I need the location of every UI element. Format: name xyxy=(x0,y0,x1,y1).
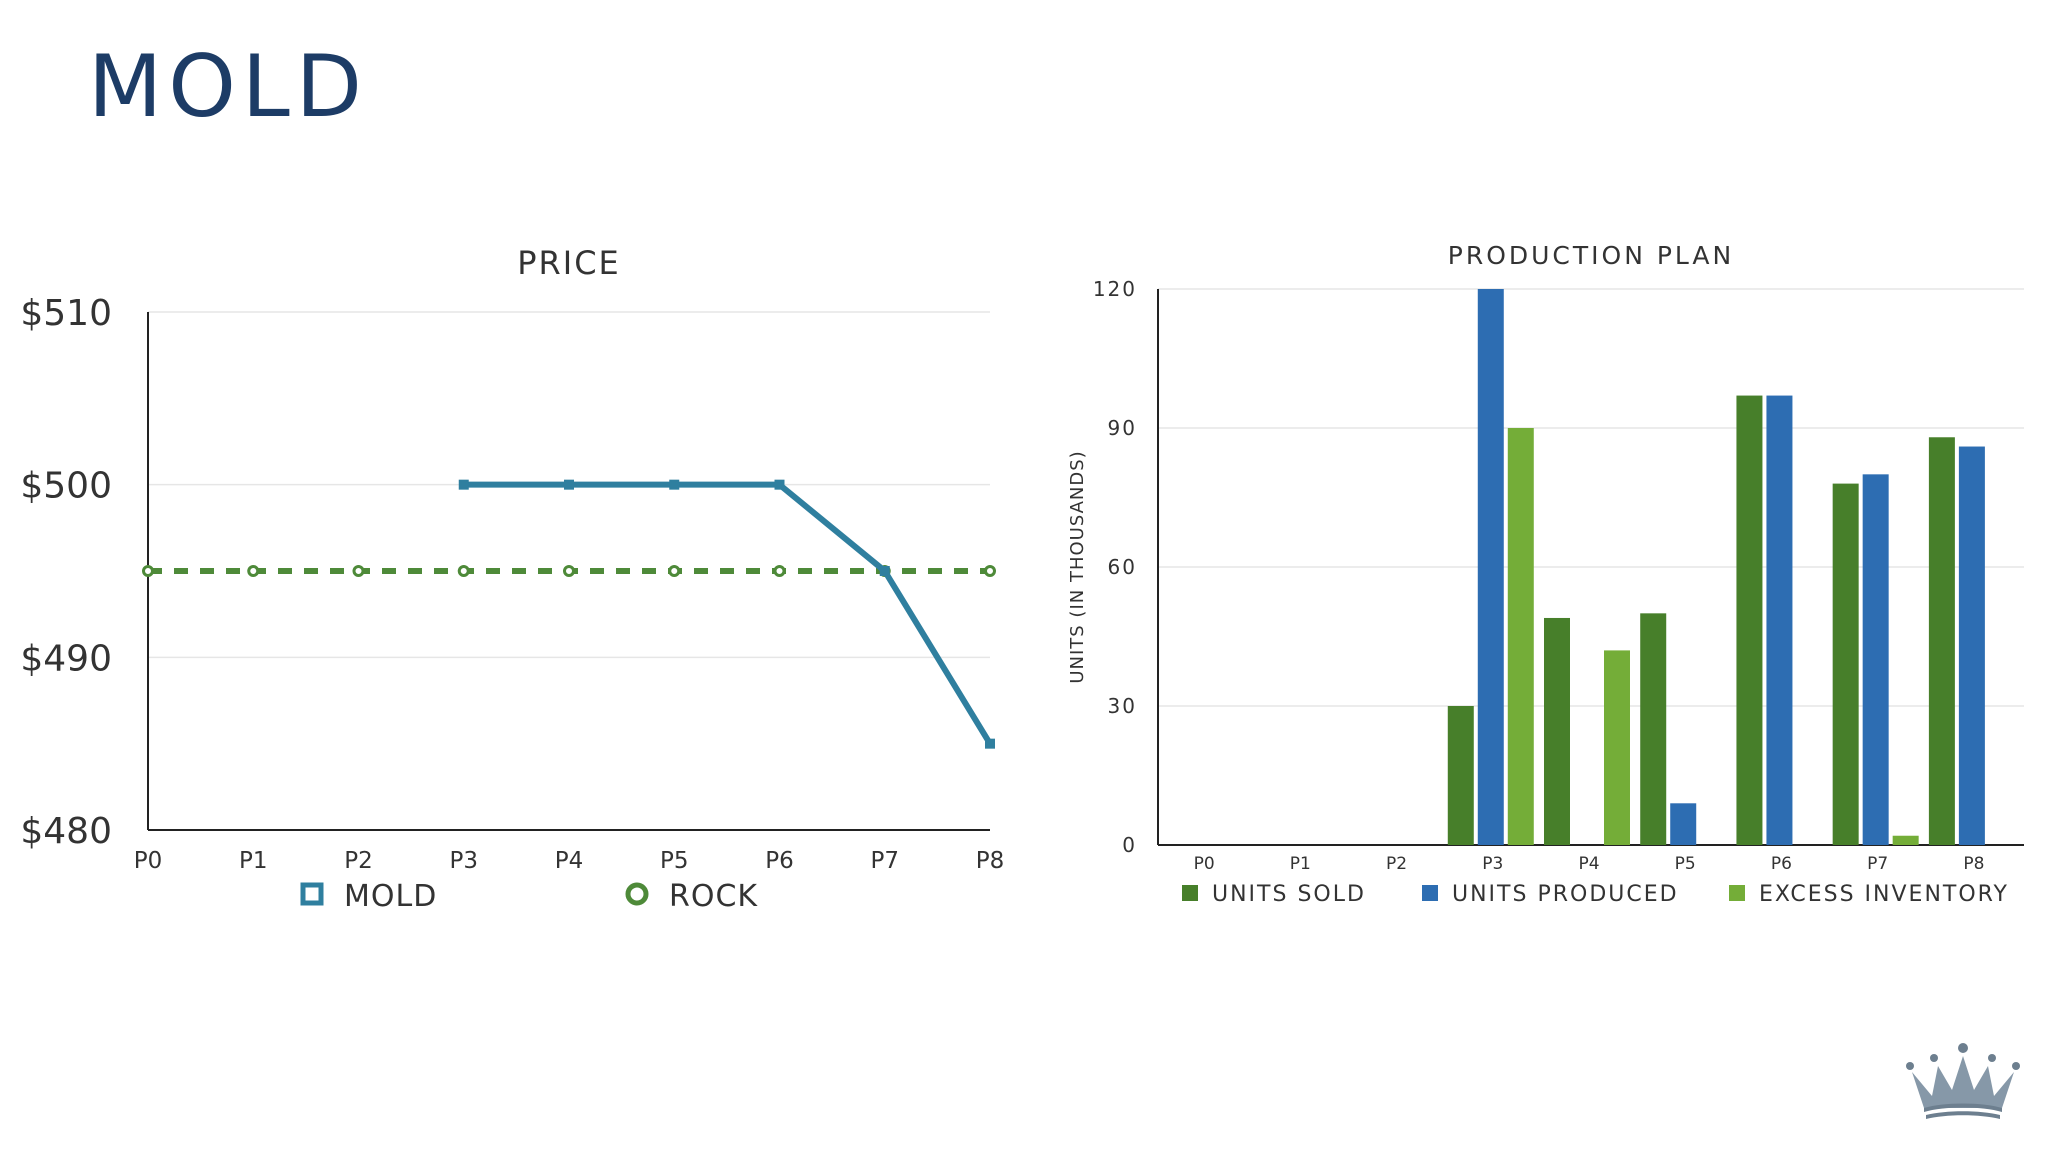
y-tick-label: 120 xyxy=(1093,277,1137,301)
bar-excess-inventory xyxy=(1507,428,1534,845)
y-axis-label: UNITS (IN THOUSANDS) xyxy=(1067,450,1088,683)
x-tick-label: P7 xyxy=(1867,854,1888,874)
bar-units-sold xyxy=(1736,395,1763,845)
y-tick-label: $510 xyxy=(20,293,112,334)
bar-units-sold xyxy=(1640,613,1667,845)
price-chart: PRICE $480 $490 $500 $510 P0 P1 P2 P3 P4 P5 P6 P7 P8 M… xyxy=(20,244,1004,914)
bar-units-produced xyxy=(1958,446,1985,845)
data-point-rock xyxy=(457,565,470,577)
x-tick-label: P8 xyxy=(1963,854,1984,874)
data-point-rock xyxy=(668,565,681,577)
bar-units-produced xyxy=(1766,395,1793,845)
legend-swatch-units-sold xyxy=(1182,885,1198,901)
y-tick-label: $500 xyxy=(20,466,112,507)
y-tick-label: 0 xyxy=(1122,833,1137,857)
data-point-rock xyxy=(247,565,260,577)
bar-units-sold xyxy=(1447,706,1474,845)
crown-icon xyxy=(1906,1043,2020,1119)
data-point-rock xyxy=(563,565,575,577)
x-tick-label: P5 xyxy=(660,848,689,874)
x-tick-label: P4 xyxy=(555,848,584,874)
y-tick-label: $480 xyxy=(20,811,112,852)
bar-units-sold xyxy=(1832,483,1859,845)
data-point-mold xyxy=(985,738,995,749)
page-title: MOLD xyxy=(88,37,369,137)
legend-marker-rock xyxy=(625,882,649,906)
data-point-mold xyxy=(879,566,890,576)
data-point-rock xyxy=(984,565,996,577)
price-chart-title: PRICE xyxy=(517,244,621,282)
legend-label: MOLD xyxy=(344,879,437,914)
legend-label: UNITS PRODUCED xyxy=(1452,882,1679,907)
bar-units-produced xyxy=(1862,474,1889,845)
series-line-mold xyxy=(463,481,993,746)
data-point-rock xyxy=(142,565,154,577)
x-tick-label: P3 xyxy=(449,848,478,874)
x-tick-label: P4 xyxy=(1578,854,1599,874)
x-tick-label: P1 xyxy=(239,848,268,874)
y-tick-label: $490 xyxy=(20,638,112,679)
y-tick-label: 60 xyxy=(1108,555,1137,579)
data-point-mold xyxy=(774,479,785,490)
legend-swatch-excess-inventory xyxy=(1729,885,1745,901)
data-point-rock xyxy=(773,565,786,577)
data-point-mold xyxy=(669,479,680,490)
x-tick-label: P2 xyxy=(344,848,373,874)
x-tick-label: P3 xyxy=(1482,854,1503,874)
data-point-mold xyxy=(564,479,574,490)
bar-excess-inventory xyxy=(1892,835,1919,845)
x-tick-label: P2 xyxy=(1386,854,1407,874)
bar-units-produced xyxy=(1477,289,1504,845)
bar-units-sold xyxy=(1928,437,1955,845)
x-tick-label: P0 xyxy=(1194,854,1215,874)
data-point-mold xyxy=(458,479,469,490)
legend-marker-mold xyxy=(300,882,324,906)
production-plan-chart: PRODUCTION PLAN 0 30 60 90 120 UNITS (IN THOUS… xyxy=(1067,241,2024,907)
legend-label: EXCESS INVENTORY xyxy=(1759,882,2009,907)
x-tick-label: P1 xyxy=(1290,854,1311,874)
bar-excess-inventory xyxy=(1604,650,1630,845)
legend-label: UNITS SOLD xyxy=(1212,882,1366,907)
x-tick-label: P8 xyxy=(976,848,1005,874)
legend-label: ROCK xyxy=(669,879,758,914)
x-tick-label: P6 xyxy=(1771,854,1792,874)
x-tick-label: P0 xyxy=(134,848,163,874)
bar-units-produced xyxy=(1670,803,1697,845)
bar-units-sold xyxy=(1544,617,1570,845)
data-point-rock xyxy=(352,565,365,577)
x-tick-label: P6 xyxy=(765,848,794,874)
x-tick-label: P7 xyxy=(870,848,899,874)
y-tick-label: 90 xyxy=(1108,416,1137,440)
legend-swatch-units-produced xyxy=(1422,885,1438,901)
y-tick-label: 30 xyxy=(1108,694,1137,718)
production-chart-title: PRODUCTION PLAN xyxy=(1448,241,1734,270)
x-tick-label: P5 xyxy=(1675,854,1696,874)
